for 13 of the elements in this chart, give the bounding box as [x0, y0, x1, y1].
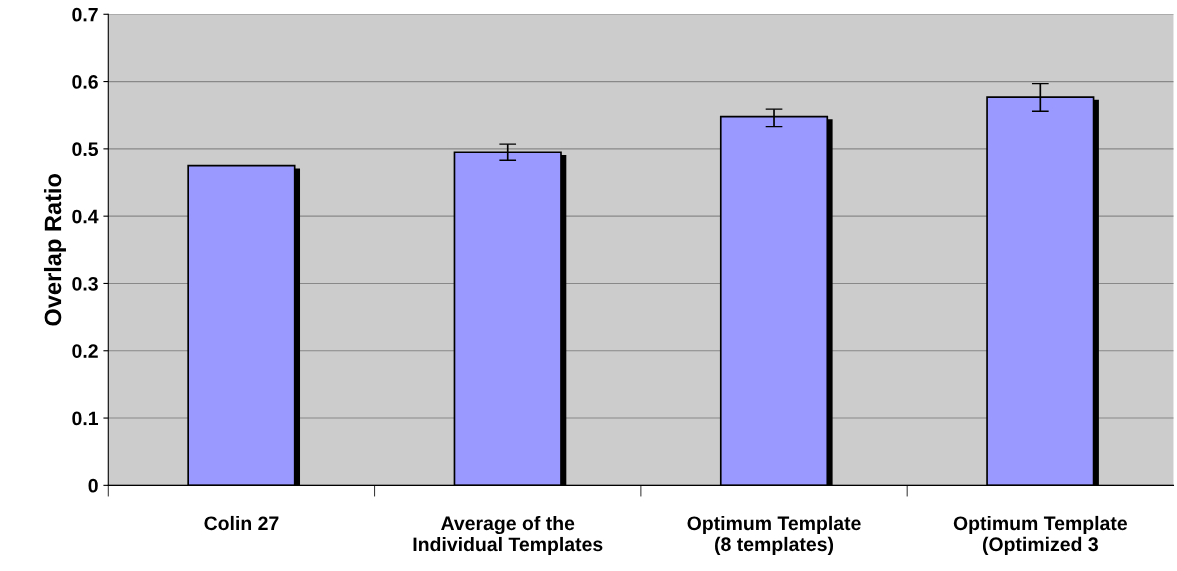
y-tick-label: 0.6: [72, 75, 98, 89]
y-tick-label: 0.4: [72, 209, 99, 224]
x-tick-label: Average of the Individual Templates: [413, 515, 603, 556]
x-tick-label: Optimum Template (8 templates): [687, 515, 861, 555]
y-tick-label: 0.5: [72, 142, 99, 157]
y-tick-label: 0: [88, 478, 98, 493]
x-tick-label: Optimum Template (Optimized 3: [953, 515, 1127, 555]
y-axis-title: Overlap Ratio: [43, 173, 66, 326]
y-tick-label: 0.1: [72, 411, 99, 426]
x-tick-label: Colin 27: [204, 515, 279, 531]
y-tick-label: 0.7: [72, 7, 98, 22]
y-tick-label: 0.2: [72, 344, 98, 358]
y-tick-label: 0.3: [72, 276, 98, 291]
